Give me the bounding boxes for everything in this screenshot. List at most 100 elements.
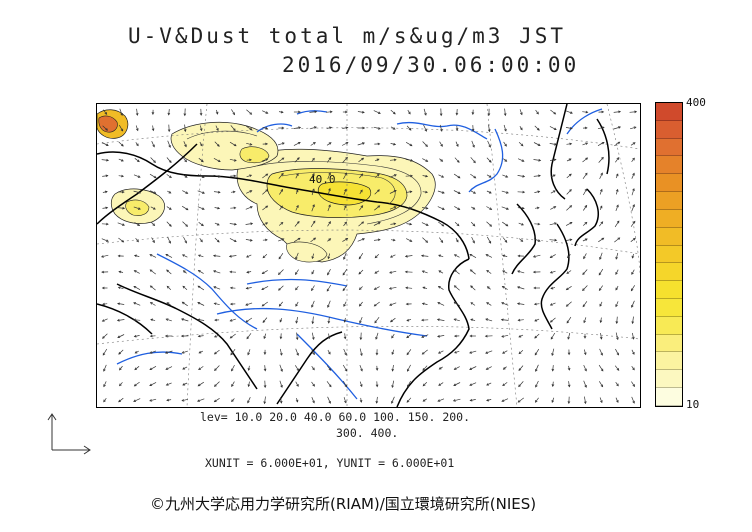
wind-arrow (247, 349, 251, 355)
wind-arrow (295, 173, 299, 179)
wind-arrow (438, 270, 444, 274)
wind-arrow-head (101, 270, 105, 274)
wind-arrow-head (373, 303, 377, 307)
wind-arrow (213, 270, 221, 274)
wind-arrow (326, 284, 332, 292)
wind-arrow-head (406, 400, 410, 403)
wind-arrow-head (632, 400, 635, 404)
wind-arrow-head (328, 172, 331, 176)
wind-arrow-head (393, 111, 396, 115)
wind-arrow (550, 190, 556, 194)
wind-arrow-head (598, 288, 602, 291)
wind-arrow (261, 301, 269, 307)
wind-arrow (247, 397, 251, 403)
wind-arrow-head (312, 367, 315, 371)
wind-arrow (599, 301, 603, 307)
wind-arrow-head (551, 353, 554, 356)
wind-arrow-head (374, 255, 378, 259)
wind-arrow-head (409, 190, 413, 194)
wind-arrow (358, 253, 364, 259)
wind-arrow-head (121, 143, 124, 147)
wind-arrow (342, 268, 348, 276)
wind-arrow (359, 364, 363, 372)
wind-arrow (470, 157, 476, 163)
wind-arrow (614, 237, 620, 243)
wind-arrow (261, 286, 269, 290)
wind-arrow-head (501, 399, 505, 402)
wind-arrow-head (472, 207, 476, 210)
wind-arrow (519, 109, 523, 115)
wind-arrow-head (437, 302, 441, 305)
wind-arrow-head (314, 110, 318, 114)
wind-arrow (421, 222, 429, 226)
wind-arrow-head (505, 223, 509, 227)
wind-arrow-head (105, 239, 109, 242)
wind-arrow (599, 381, 603, 387)
wind-arrow-head (453, 285, 457, 288)
wind-arrow-head (166, 285, 170, 289)
wind-arrow (550, 206, 556, 210)
wind-arrow (631, 157, 635, 163)
wind-arrow (582, 188, 588, 196)
wind-arrow (373, 222, 381, 226)
wind-arrow (565, 222, 573, 226)
wind-arrow (311, 253, 315, 259)
wind-arrow (278, 173, 284, 179)
wind-arrow (262, 270, 268, 274)
wind-arrow (151, 237, 155, 243)
wind-arrow (214, 398, 220, 402)
wind-arrow-head (281, 238, 285, 241)
wind-arrow-head (632, 157, 635, 161)
wind-arrow (599, 285, 603, 291)
wind-arrow-head (631, 272, 634, 275)
wind-arrow (501, 190, 509, 194)
wind-arrow-head (199, 128, 203, 132)
wind-arrow (600, 332, 602, 340)
wind-arrow (471, 140, 475, 148)
wind-arrow (454, 285, 460, 291)
wind-arrow (343, 252, 347, 260)
wind-arrow-head (249, 190, 253, 193)
wind-arrow-head (504, 240, 508, 243)
wind-arrow (454, 350, 460, 354)
wind-arrow-head (345, 238, 349, 241)
wind-arrow-head (231, 399, 234, 403)
wind-arrow-head (201, 223, 204, 227)
wind-arrow (118, 397, 124, 403)
wind-arrow (390, 109, 396, 115)
wind-arrow-head (501, 286, 505, 289)
wind-arrow (470, 173, 476, 179)
wind-arrow-head (375, 384, 379, 388)
wind-arrow (502, 255, 508, 257)
wind-arrow (248, 381, 250, 387)
wind-arrow-head (358, 303, 362, 307)
wind-arrow (246, 190, 252, 194)
wind-arrow-head (424, 112, 427, 116)
wind-arrow (469, 350, 477, 354)
wind-arrow-head (201, 207, 205, 210)
wind-arrow (296, 332, 298, 340)
wind-arrow-head (166, 269, 169, 273)
wind-arrow-head (554, 142, 558, 146)
wind-arrow-head (328, 400, 331, 404)
wind-arrow-head (181, 318, 184, 321)
wind-arrow-head (342, 288, 346, 292)
wind-arrow-head (486, 383, 490, 386)
wind-arrow (279, 189, 283, 195)
wind-arrow (133, 206, 141, 210)
wind-arrow (376, 396, 378, 404)
wind-arrow (359, 301, 363, 307)
wind-arrow-head (295, 399, 299, 403)
wind-arrow-head (404, 254, 408, 258)
wind-arrow (616, 316, 618, 324)
wind-arrow (486, 157, 492, 163)
wind-arrow (310, 220, 316, 228)
wind-arrow-head (520, 112, 523, 116)
wind-arrow-head (487, 113, 491, 117)
wind-arrow-head (117, 302, 121, 306)
wind-arrow-head (120, 128, 124, 132)
wind-arrow-head (405, 302, 409, 306)
wind-arrow (293, 237, 301, 243)
wind-arrow-head (105, 143, 109, 146)
wind-arrow-head (584, 238, 588, 242)
